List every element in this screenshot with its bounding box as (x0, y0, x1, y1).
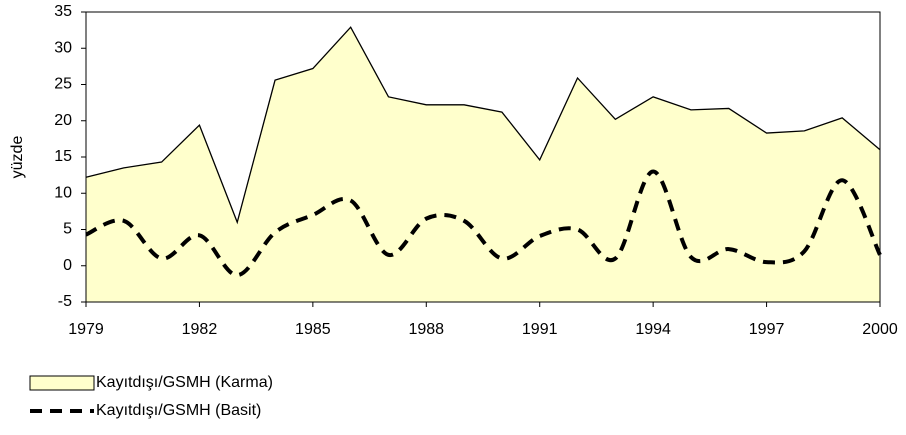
y-tick-label: 0 (63, 257, 72, 274)
y-axis-label: yüzde (9, 136, 26, 179)
legend-label: Kayıtdışı/GSMH (Karma) (96, 374, 273, 391)
area-line (85, 26, 881, 225)
x-tick-label: 1982 (182, 321, 218, 338)
x-tick-label: 1985 (295, 321, 331, 338)
y-tick-label: 35 (54, 3, 72, 20)
area (86, 27, 880, 302)
line (85, 169, 882, 278)
x-tick-label: 1997 (749, 321, 785, 338)
y-tick-label: 15 (54, 148, 72, 165)
y-tick-label: 20 (54, 112, 72, 129)
y-tick-label: 5 (63, 221, 72, 238)
legend-label: Kayıtdışı/GSMH (Basit) (96, 402, 261, 419)
x-tick-label: 1979 (68, 321, 104, 338)
y-tick-label: 30 (54, 39, 72, 56)
x-tick-label: 1994 (635, 321, 671, 338)
y-tick-label: 25 (54, 76, 72, 93)
y-tick-label: 10 (54, 184, 72, 201)
y-tick-label: -5 (58, 293, 72, 310)
x-tick-label: 1991 (522, 321, 558, 338)
legend-swatch (29, 375, 95, 391)
x-tick-label: 1988 (408, 321, 444, 338)
x-tick-label: 2000 (862, 321, 898, 338)
